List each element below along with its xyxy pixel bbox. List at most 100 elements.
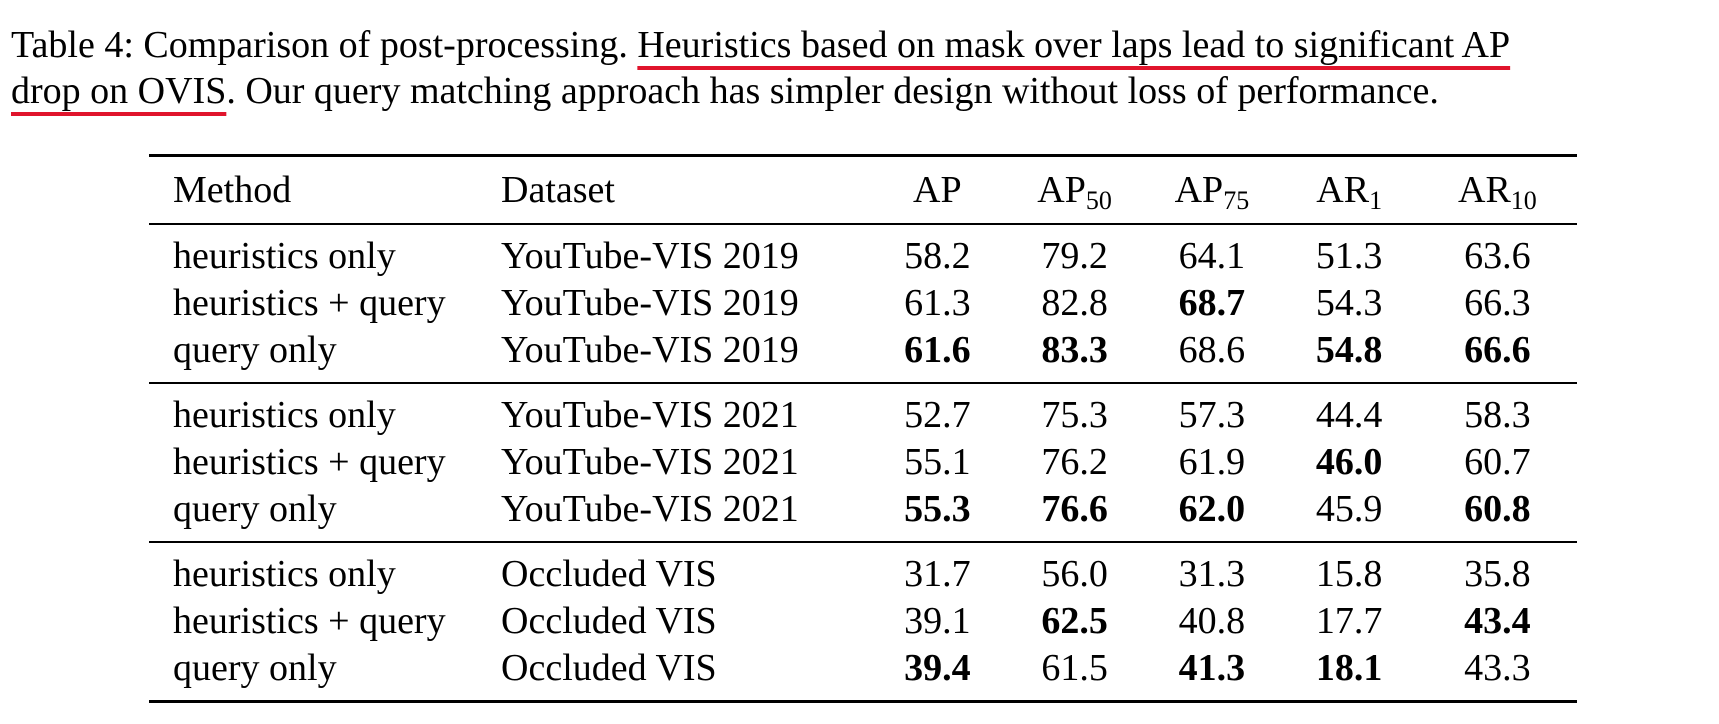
caption-highlight-1: Heuristics based on mask over laps lead …	[637, 24, 1511, 66]
cell-ap: 58.2	[904, 235, 971, 277]
cell-ap75: 68.6	[1178, 329, 1246, 371]
cell-dataset: YouTube-VIS 2021	[501, 441, 799, 483]
cell-method: heuristics only	[173, 394, 396, 436]
cell-ar1: 18.1	[1315, 647, 1383, 689]
cell-ar1: 51.3	[1315, 235, 1383, 277]
cell-dataset: YouTube-VIS 2021	[501, 488, 799, 530]
caption-suffix: . Our query matching approach has simple…	[226, 70, 1439, 112]
cell-ap50: 56.0	[1041, 553, 1108, 595]
cell-ap: 31.7	[904, 553, 971, 595]
table-group-2: heuristics only YouTube-VIS 2021 52.7 75.3 5…	[149, 383, 1577, 542]
cell-method: heuristics + query	[173, 282, 446, 324]
header-method: Method	[173, 169, 292, 211]
header-ap75-sub: 75	[1223, 186, 1250, 215]
cell-ap75: 40.8	[1178, 600, 1246, 642]
cell-ap75: 57.3	[1178, 394, 1246, 436]
cell-dataset: Occluded VIS	[501, 600, 717, 642]
cell-ap: 52.7	[904, 394, 971, 436]
cell-ap50: 76.6	[1041, 488, 1108, 530]
header-ap75-base: AP	[1174, 169, 1224, 211]
cell-ap75: 61.9	[1178, 441, 1246, 483]
cell-ar1: 46.0	[1315, 441, 1383, 483]
cell-ap50: 83.3	[1041, 329, 1108, 371]
cell-ap: 61.6	[904, 329, 971, 371]
cell-method: query only	[173, 647, 337, 689]
cell-ap75: 31.3	[1178, 553, 1246, 595]
cell-ar10: 63.6	[1464, 235, 1531, 277]
cell-ar10: 66.3	[1464, 282, 1531, 324]
header-ar1: AR1	[1281, 156, 1418, 225]
header-ar10-base: AR	[1458, 169, 1511, 211]
cell-ar10: 43.3	[1464, 647, 1531, 689]
table-row: heuristics + query YouTube-VIS 2021 55.1 76…	[149, 439, 1577, 486]
cell-method: heuristics only	[173, 235, 396, 277]
header-ap50: AP50	[1006, 156, 1143, 225]
cell-ap: 61.3	[904, 282, 971, 324]
cell-ap75: 62.0	[1178, 488, 1246, 530]
results-table: Method Dataset AP AP50 AP75 AR1 AR10 heu…	[149, 154, 1577, 703]
header-ap50-sub: 50	[1085, 186, 1112, 215]
cell-ar10: 66.6	[1464, 329, 1531, 371]
cell-ap75: 64.1	[1178, 235, 1246, 277]
cell-ar1: 54.3	[1315, 282, 1383, 324]
cell-ar1: 44.4	[1315, 394, 1383, 436]
cell-ap75: 41.3	[1178, 647, 1246, 689]
cell-method: query only	[173, 329, 337, 371]
cell-ap50: 62.5	[1041, 600, 1108, 642]
cell-ap: 55.3	[904, 488, 971, 530]
table-row: heuristics only YouTube-VIS 2019 58.2 79.2 6…	[149, 224, 1577, 280]
cell-dataset: YouTube-VIS 2019	[501, 329, 799, 371]
cell-ar1: 17.7	[1315, 600, 1383, 642]
header-dataset: Dataset	[501, 169, 615, 211]
cell-ap: 39.1	[904, 600, 971, 642]
cell-ar10: 58.3	[1464, 394, 1531, 436]
cell-ar1: 15.8	[1315, 553, 1383, 595]
table-caption: Table 4: Comparison of post-processing. …	[11, 22, 1711, 114]
table-row: heuristics + query YouTube-VIS 2019 61.3 82…	[149, 280, 1577, 327]
cell-dataset: YouTube-VIS 2021	[501, 394, 799, 436]
header-ar1-base: AR	[1316, 169, 1370, 211]
cell-ap50: 79.2	[1041, 235, 1108, 277]
results-table-container: Method Dataset AP AP50 AP75 AR1 AR10 heu…	[149, 154, 1577, 703]
cell-dataset: YouTube-VIS 2019	[501, 235, 799, 277]
header-ap50-base: AP	[1037, 169, 1086, 211]
cell-ap50: 76.2	[1041, 441, 1108, 483]
header-ar10-sub: 10	[1510, 186, 1537, 215]
cell-ap: 55.1	[904, 441, 971, 483]
cell-ar1: 45.9	[1315, 488, 1383, 530]
cell-ap50: 82.8	[1041, 282, 1108, 324]
header-ap: AP	[913, 169, 962, 211]
header-ar1-sub: 1	[1369, 186, 1383, 215]
cell-ap75: 68.7	[1178, 282, 1246, 324]
table-row: query only YouTube-VIS 2021 55.3 76.6 62.0 45…	[149, 486, 1577, 542]
table-row: heuristics only YouTube-VIS 2021 52.7 75.3 5…	[149, 383, 1577, 439]
cell-method: query only	[173, 488, 337, 530]
cell-ap50: 75.3	[1041, 394, 1108, 436]
cell-ar10: 60.8	[1464, 488, 1531, 530]
cell-dataset: Occluded VIS	[501, 647, 717, 689]
cell-ap: 39.4	[904, 647, 971, 689]
caption-line-2: drop on OVIS. Our query matching approac…	[11, 68, 1711, 114]
cell-dataset: YouTube-VIS 2019	[501, 282, 799, 324]
header-row: Method Dataset AP AP50 AP75 AR1 AR10	[149, 155, 1577, 225]
table-row: heuristics only Occluded VIS 31.7 56.0 31.3 1…	[149, 542, 1577, 598]
caption-prefix: Table 4: Comparison of post-processing.	[11, 24, 638, 66]
cell-ar10: 35.8	[1464, 553, 1531, 595]
cell-method: heuristics only	[173, 553, 396, 595]
cell-dataset: Occluded VIS	[501, 553, 717, 595]
table-row: heuristics + query Occluded VIS 39.1 62.5 40…	[149, 598, 1577, 645]
cell-ar10: 43.4	[1464, 600, 1531, 642]
header-ar10: AR10	[1418, 156, 1577, 225]
cell-method: heuristics + query	[173, 441, 446, 483]
cell-method: heuristics + query	[173, 600, 446, 642]
table-header: Method Dataset AP AP50 AP75 AR1 AR10	[149, 155, 1577, 225]
cell-ar1: 54.8	[1315, 329, 1383, 371]
table-group-3: heuristics only Occluded VIS 31.7 56.0 31.3 1…	[149, 542, 1577, 702]
caption-line-1: Table 4: Comparison of post-processing. …	[11, 22, 1711, 68]
cell-ar10: 60.7	[1464, 441, 1531, 483]
caption-highlight-2: drop on OVIS	[11, 70, 227, 112]
header-ap75: AP75	[1143, 156, 1280, 225]
cell-ap50: 61.5	[1041, 647, 1108, 689]
table-group-1: heuristics only YouTube-VIS 2019 58.2 79.2 6…	[149, 224, 1577, 383]
table-row: query only YouTube-VIS 2019 61.6 83.3 68.6 54…	[149, 327, 1577, 383]
